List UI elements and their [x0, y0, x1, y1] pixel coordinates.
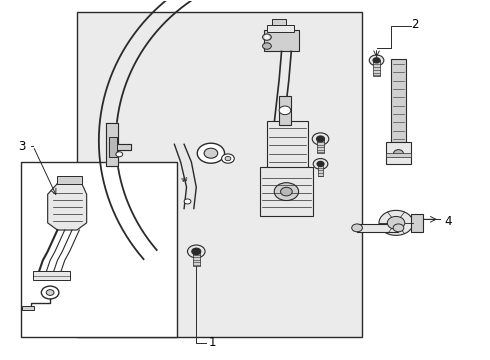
Circle shape	[265, 36, 269, 39]
Bar	[317, 139, 324, 153]
Bar	[318, 164, 323, 176]
Circle shape	[263, 34, 271, 40]
Bar	[109, 137, 117, 157]
Circle shape	[41, 286, 59, 299]
Circle shape	[197, 143, 224, 163]
Bar	[267, 24, 294, 32]
Circle shape	[188, 245, 205, 258]
Bar	[22, 306, 34, 310]
Bar	[33, 271, 70, 280]
Text: 1: 1	[208, 336, 216, 349]
Circle shape	[192, 248, 201, 255]
Bar	[21, 162, 177, 337]
Text: 2: 2	[411, 18, 418, 31]
Bar	[386, 153, 411, 157]
Circle shape	[204, 148, 218, 158]
Circle shape	[352, 224, 363, 232]
Circle shape	[317, 136, 324, 142]
Bar	[265, 30, 298, 51]
Circle shape	[393, 150, 403, 157]
Bar	[57, 176, 82, 184]
Polygon shape	[174, 144, 196, 208]
Circle shape	[373, 58, 380, 63]
Circle shape	[369, 55, 384, 66]
Circle shape	[225, 157, 231, 161]
Text: W: W	[181, 177, 188, 183]
Bar	[272, 19, 287, 24]
Bar	[391, 59, 406, 144]
Bar	[267, 121, 308, 169]
Circle shape	[387, 216, 405, 229]
Circle shape	[184, 199, 191, 204]
Circle shape	[317, 161, 324, 166]
Circle shape	[379, 210, 413, 235]
Circle shape	[46, 290, 54, 296]
Circle shape	[263, 43, 271, 49]
Polygon shape	[48, 184, 87, 230]
Text: 3: 3	[19, 140, 26, 153]
Circle shape	[274, 183, 298, 201]
Circle shape	[279, 106, 291, 114]
Bar	[411, 214, 423, 232]
Polygon shape	[106, 123, 130, 166]
Circle shape	[116, 152, 122, 157]
Circle shape	[313, 158, 328, 169]
Bar	[77, 12, 362, 337]
Circle shape	[221, 154, 234, 163]
Text: 4: 4	[445, 215, 452, 228]
Bar	[279, 96, 291, 125]
Bar	[373, 60, 380, 76]
Circle shape	[312, 133, 329, 145]
Circle shape	[393, 224, 404, 232]
Circle shape	[281, 187, 292, 196]
Bar	[357, 224, 398, 232]
Bar	[193, 251, 200, 266]
Bar	[386, 143, 411, 164]
Bar	[260, 167, 313, 216]
